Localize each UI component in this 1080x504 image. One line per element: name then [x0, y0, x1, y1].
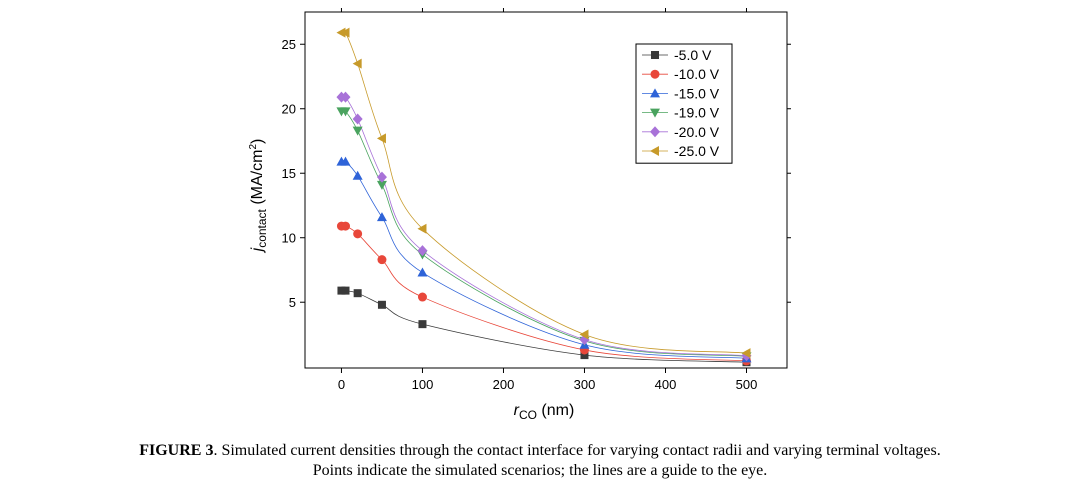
data-point [340, 156, 351, 166]
data-point [377, 255, 387, 265]
caption-line-1: FIGURE 3. Simulated current densities th… [0, 441, 1080, 461]
legend-label: -5.0 V [674, 47, 712, 63]
data-point [376, 171, 387, 183]
data-point [340, 91, 351, 103]
legend-marker [650, 146, 659, 156]
y-axis-title: jcontact (MA/cm2) [248, 139, 269, 254]
data-point [353, 289, 362, 298]
data-point [341, 286, 350, 295]
y-tick-label: 25 [282, 37, 296, 52]
y-tick-label: 15 [282, 166, 296, 181]
legend-label: -15.0 V [674, 85, 720, 101]
legend-item: -20.0 V [642, 124, 720, 140]
x-tick-label: 500 [736, 377, 758, 392]
legend-item: -25.0 V [642, 143, 720, 159]
figure-caption: FIGURE 3. Simulated current densities th… [0, 441, 1080, 481]
x-tick-label: 200 [493, 377, 515, 392]
legend-item: -10.0 V [642, 66, 720, 82]
legend: -5.0 V -10.0 V -15.0 V -19.0 V -20.0 V -25.0 … [635, 43, 733, 164]
legend-label: -19.0 V [674, 105, 720, 121]
data-point [417, 245, 428, 257]
data-point [376, 212, 387, 222]
legend-marker [650, 108, 660, 118]
data-point [418, 320, 427, 329]
data-point [579, 329, 589, 340]
data-point [352, 58, 362, 69]
data-point [340, 27, 350, 38]
data-point [352, 126, 363, 136]
legend-label: -10.0 V [674, 66, 720, 82]
legend-item: -19.0 V [642, 105, 720, 121]
legend-item: -15.0 V [642, 85, 720, 101]
series-line-0 [341, 290, 747, 363]
y-tick-label: 5 [289, 295, 296, 310]
data-point [352, 113, 363, 125]
data-point [417, 223, 427, 234]
data-point [741, 348, 751, 359]
legend-box [635, 43, 733, 164]
data-point [341, 221, 351, 231]
series-line-1 [341, 225, 747, 362]
legend-item: -5.0 V [642, 47, 712, 63]
data-point [580, 351, 589, 360]
data-point [417, 267, 428, 277]
x-tick-label: 300 [574, 377, 596, 392]
caption-line-2: Points indicate the simulated scenarios;… [312, 462, 768, 479]
data-point [353, 229, 363, 239]
x-axis-title: rCO (nm) [514, 402, 575, 422]
y-tick-label: 20 [282, 102, 296, 117]
x-tick-label: 0 [338, 377, 345, 392]
chart: 0 100 200 300 400 500 5 10 15 20 25 rCO (nm) jcont… [248, 8, 791, 422]
data-point [376, 180, 387, 190]
legend-marker [650, 126, 660, 138]
data-point [340, 107, 351, 117]
x-tick-label: 400 [655, 377, 677, 392]
caption-label: FIGURE 3 [139, 442, 214, 459]
y-tick-label: 10 [282, 231, 296, 246]
data-point [376, 133, 386, 144]
data-point [377, 300, 386, 309]
data-point [417, 292, 427, 302]
series-line-2 [341, 160, 747, 359]
legend-marker [650, 69, 660, 79]
data-point [352, 170, 363, 180]
plot-frame [304, 11, 788, 369]
axis-ticks: 0 100 200 300 400 500 5 10 15 20 25 [282, 8, 791, 392]
data-point [337, 286, 346, 295]
legend-marker [650, 88, 660, 98]
legend-label: -20.0 V [674, 124, 720, 140]
legend-label: -25.0 V [674, 143, 720, 159]
legend-marker [651, 51, 659, 59]
data-points [336, 27, 752, 367]
x-tick-label: 100 [412, 377, 434, 392]
caption-text-1: . Simulated current densities through th… [213, 442, 941, 459]
